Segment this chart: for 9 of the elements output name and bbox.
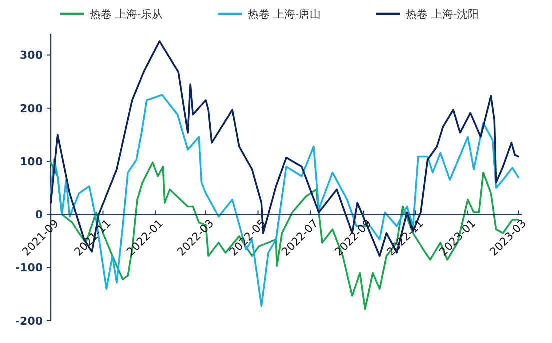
y-tick-label: 100 [20,155,44,168]
y-tick-label: 0 [35,208,44,222]
y-tick-label: 200 [20,102,44,116]
y-tick-label: 300 [20,49,44,62]
legend-label: 热卷 上海-乐从 [90,8,164,21]
y-tick-label: -100 [15,262,44,275]
legend-label: 热卷 上海-唐山 [248,8,322,21]
legend-label: 热卷 上海-沈阳 [406,8,480,21]
y-tick-label: -200 [15,314,44,328]
